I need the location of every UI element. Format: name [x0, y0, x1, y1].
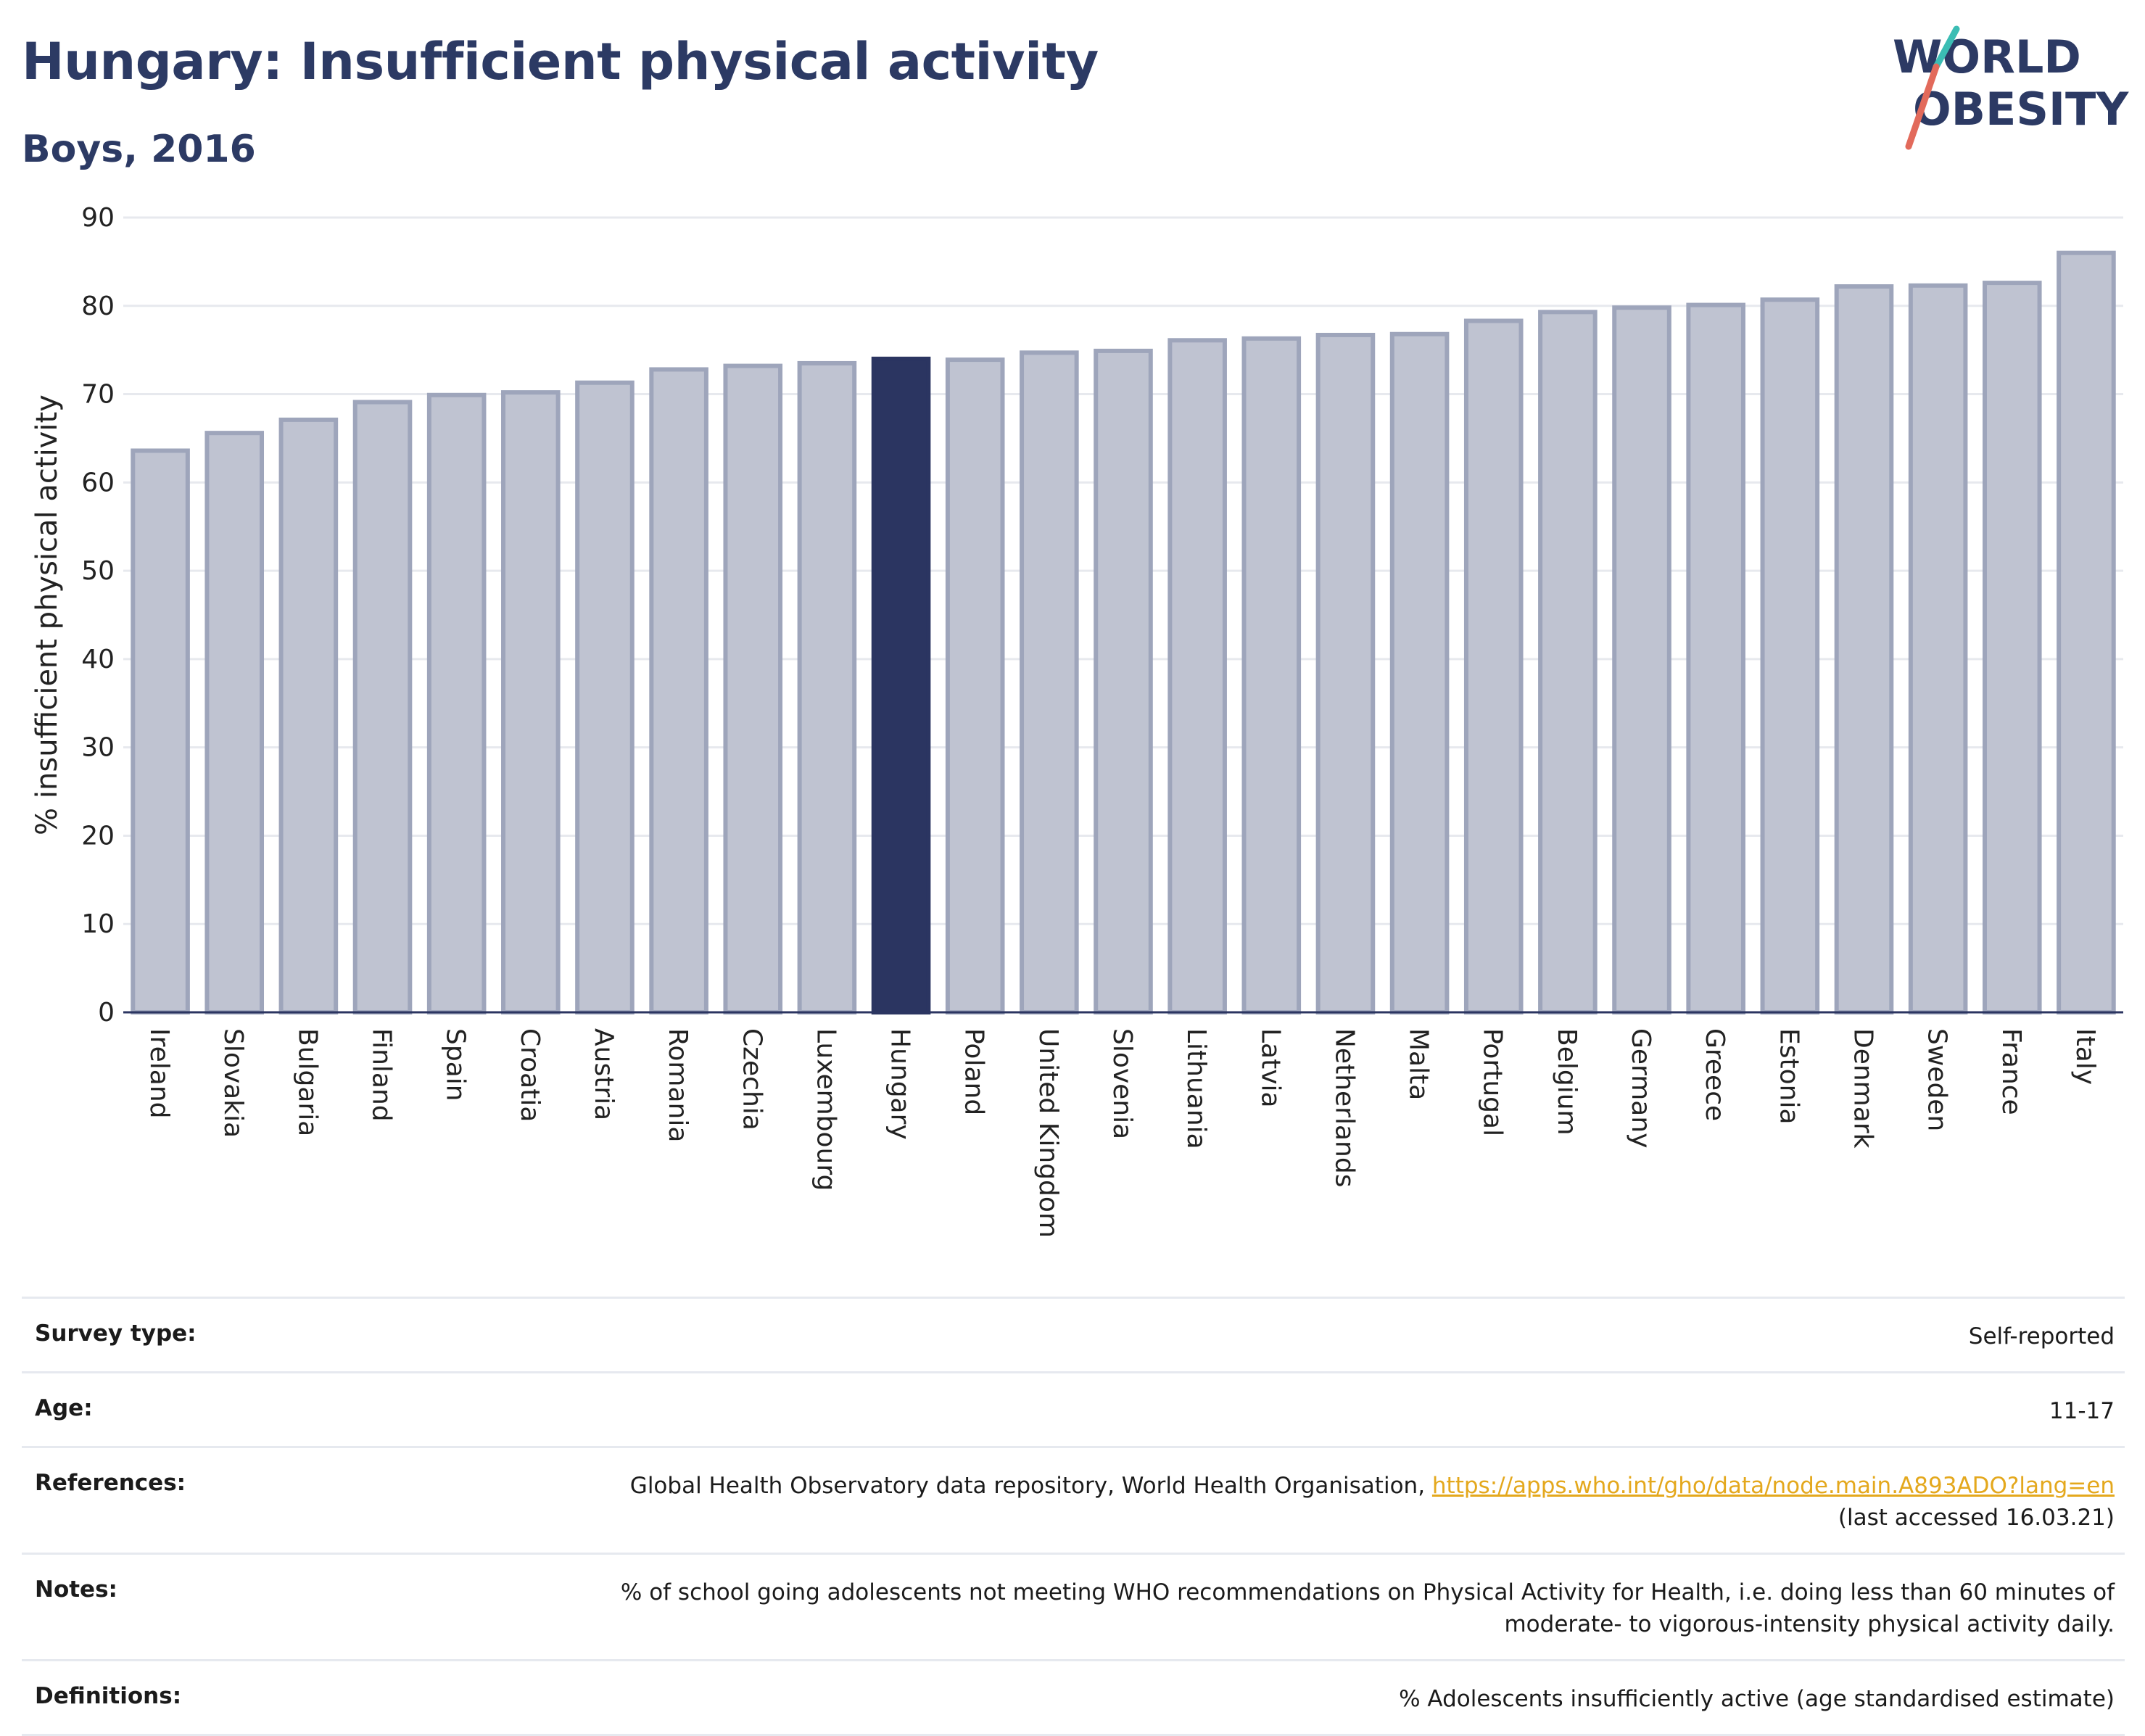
x-tick-label: Portugal — [1478, 1028, 1508, 1136]
bar — [1167, 338, 1227, 1014]
x-tick-label: Sweden — [1922, 1028, 1952, 1131]
references-link[interactable]: https://apps.who.int/gho/data/node.main.… — [1431, 1473, 2115, 1499]
bar — [1463, 318, 1524, 1015]
x-tick-label: United Kingdom — [1033, 1028, 1063, 1238]
x-tick-label: Luxembourg — [811, 1028, 840, 1191]
x-tick-label: Greece — [1700, 1028, 1729, 1121]
svg-text:OBESITY: OBESITY — [1913, 83, 2129, 136]
age-label: Age: — [22, 1371, 397, 1447]
x-tick-label: Slovenia — [1107, 1028, 1137, 1139]
bar — [352, 400, 413, 1014]
bar — [723, 363, 783, 1014]
info-row-survey-type: Survey type: Self-reported — [22, 1297, 2125, 1373]
x-tick-label: Malta — [1404, 1028, 1434, 1100]
info-row-references: References: Global Health Observatory da… — [22, 1446, 2125, 1554]
y-tick-label: 50 — [81, 556, 115, 586]
page-subtitle: Boys, 2016 — [22, 128, 256, 171]
bar-highlighted — [871, 356, 931, 1015]
page-title: Hungary: Insufficient physical activity — [22, 32, 1099, 91]
bar — [1908, 283, 1968, 1015]
bar — [278, 417, 339, 1014]
x-tick-label: Germany — [1626, 1028, 1656, 1148]
y-tick-label: 10 — [81, 909, 115, 939]
bar — [1982, 281, 2042, 1015]
y-tick-label: 30 — [81, 733, 115, 763]
references-text: Global Health Observatory data repositor… — [629, 1473, 1432, 1499]
bar — [1020, 350, 1079, 1014]
x-tick-label: Ireland — [144, 1028, 174, 1119]
x-tick-label: Italy — [2070, 1028, 2100, 1085]
notes-label: Notes: — [22, 1553, 397, 1661]
x-tick-label: Bulgaria — [292, 1028, 322, 1136]
x-tick-label: France — [1996, 1028, 2026, 1115]
y-tick-label: 40 — [81, 645, 115, 674]
y-tick-label: 90 — [81, 203, 115, 233]
bar — [1760, 297, 1820, 1014]
bar — [2057, 250, 2116, 1015]
info-row-definitions: Definitions: % Adolescents insufficientl… — [22, 1659, 2125, 1736]
bar — [1094, 348, 1153, 1014]
bar — [131, 448, 190, 1014]
x-tick-label: Austria — [589, 1028, 619, 1120]
bar — [945, 357, 1005, 1015]
definitions-value: % Adolescents insufficiently active (age… — [397, 1659, 2125, 1736]
bar — [649, 367, 708, 1014]
y-tick-label: 80 — [81, 292, 115, 321]
info-table: Survey type: Self-reported Age: 11-17 Re… — [22, 1297, 2125, 1736]
references-label: References: — [22, 1446, 397, 1554]
bar — [1315, 332, 1376, 1015]
bar — [1834, 284, 1894, 1014]
y-tick-label: 60 — [81, 468, 115, 497]
x-tick-label: Finland — [367, 1028, 397, 1122]
references-value: Global Health Observatory data repositor… — [397, 1446, 2125, 1554]
y-tick-label: 70 — [81, 380, 115, 410]
bar — [426, 392, 487, 1014]
info-row-notes: Notes: % of school going adolescents not… — [22, 1553, 2125, 1661]
bar — [797, 360, 857, 1014]
x-tick-label: Denmark — [1848, 1028, 1877, 1149]
x-tick-label: Poland — [959, 1028, 989, 1115]
bar — [204, 431, 265, 1014]
x-tick-label: Slovakia — [218, 1028, 248, 1138]
references-accessed: (last accessed 16.03.21) — [1838, 1505, 2115, 1531]
survey-type-value: Self-reported — [397, 1297, 2125, 1373]
x-tick-label: Estonia — [1774, 1028, 1803, 1125]
notes-value: % of school going adolescents not meetin… — [397, 1553, 2125, 1661]
world-obesity-logo: WORLD OBESITY — [1893, 25, 2129, 150]
survey-type-label: Survey type: — [22, 1297, 397, 1373]
bar — [575, 380, 635, 1014]
bar — [1686, 302, 1745, 1014]
x-tick-label: Croatia — [515, 1028, 545, 1122]
definitions-label: Definitions: — [22, 1659, 397, 1736]
bar — [1612, 305, 1671, 1015]
notes-line-1: % of school going adolescents not meetin… — [620, 1579, 2115, 1605]
bar — [1389, 331, 1450, 1015]
bar-chart: 0 10 20 30 40 50 60 70 80 90 % insufficient physic… — [30, 203, 2123, 1238]
bar — [1538, 310, 1598, 1014]
x-tick-label: Lithuania — [1181, 1028, 1211, 1149]
x-tick-label: Romania — [663, 1028, 693, 1142]
y-tick-label: 20 — [81, 821, 115, 851]
notes-line-2: moderate- to vigorous-intensity physical… — [1504, 1611, 2115, 1637]
x-tick-label: Hungary — [885, 1028, 915, 1140]
bar — [501, 390, 561, 1014]
x-tick-label: Spain — [441, 1028, 471, 1101]
age-value: 11-17 — [397, 1371, 2125, 1447]
x-tick-label: Czechia — [737, 1028, 766, 1131]
y-axis-title: % insufficient physical activity — [30, 394, 64, 835]
y-tick-label: 0 — [98, 998, 115, 1028]
info-row-age: Age: 11-17 — [22, 1371, 2125, 1447]
bar — [1241, 336, 1302, 1014]
svg-text:WORLD: WORLD — [1893, 30, 2081, 83]
x-tick-label: Netherlands — [1329, 1028, 1359, 1187]
x-tick-label: Belgium — [1552, 1028, 1582, 1136]
x-tick-label: Latvia — [1255, 1028, 1285, 1108]
